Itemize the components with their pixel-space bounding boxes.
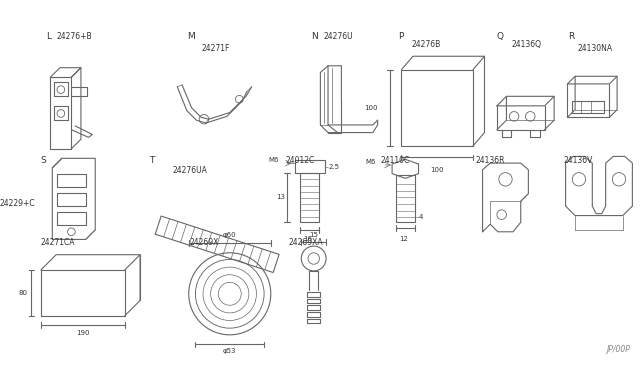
Text: L: L [47, 32, 52, 41]
Text: 2.5: 2.5 [328, 164, 339, 170]
Text: 16: 16 [303, 235, 312, 241]
Text: 24269X: 24269X [189, 238, 219, 247]
Text: M: M [187, 32, 195, 41]
Text: 80: 80 [19, 290, 28, 296]
Text: 24136Q: 24136Q [511, 39, 541, 49]
Text: 190: 190 [76, 330, 90, 336]
Text: 4: 4 [419, 215, 423, 221]
Text: 24271F: 24271F [201, 44, 230, 54]
Text: φ60: φ60 [223, 232, 237, 238]
Text: 24130NA: 24130NA [578, 44, 613, 54]
Text: M6: M6 [365, 159, 376, 165]
Text: 13: 13 [276, 195, 285, 201]
Text: N: N [311, 32, 317, 41]
Text: 24271CA: 24271CA [41, 238, 76, 247]
Text: 24276UA: 24276UA [173, 166, 207, 174]
Text: 24136V: 24136V [564, 156, 593, 165]
Text: 24012C: 24012C [285, 156, 314, 165]
Text: 24269XA: 24269XA [289, 238, 324, 247]
Text: φ53: φ53 [223, 348, 237, 354]
Text: JP/00P: JP/00P [607, 345, 630, 354]
Text: 15: 15 [309, 231, 318, 237]
Text: 12: 12 [399, 235, 408, 241]
Text: 24276+B: 24276+B [56, 32, 92, 41]
Text: 24276B: 24276B [411, 39, 440, 49]
Text: 24276U: 24276U [323, 32, 353, 41]
Text: R: R [568, 32, 575, 41]
Text: M6: M6 [268, 157, 278, 163]
Text: Q: Q [497, 32, 504, 41]
Text: 100: 100 [430, 167, 444, 173]
Text: T: T [148, 156, 154, 165]
Text: 100: 100 [364, 105, 378, 111]
Text: 24136R: 24136R [476, 156, 506, 165]
Text: P: P [399, 32, 404, 41]
Text: 24229+C: 24229+C [0, 199, 35, 208]
Text: 24110C: 24110C [381, 156, 410, 165]
Text: S: S [41, 156, 47, 165]
